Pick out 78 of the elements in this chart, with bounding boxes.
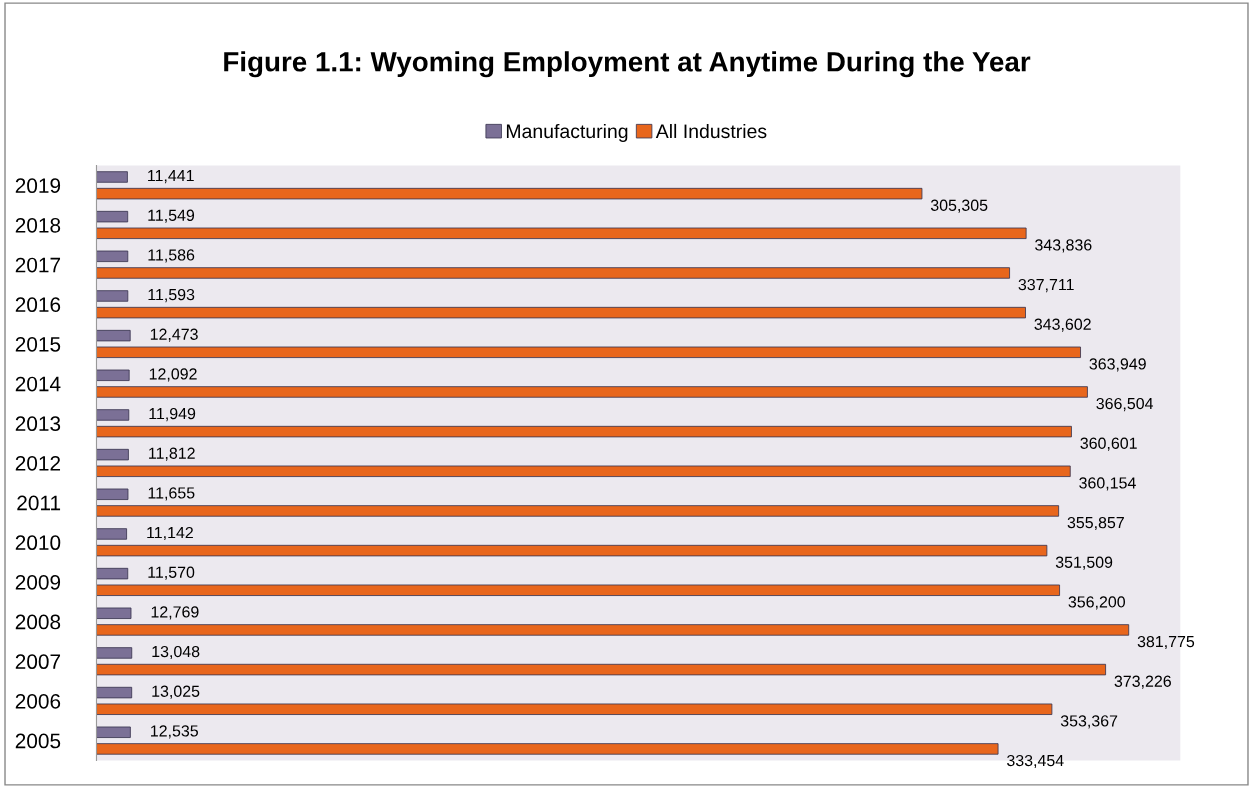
data-label: 11,593: [148, 288, 195, 303]
y-tick-label: 2010: [15, 535, 61, 551]
data-label: 366,504: [1096, 397, 1154, 412]
bar: [96, 488, 129, 500]
data-label: 353,367: [1060, 715, 1118, 729]
data-label: 11,812: [149, 447, 195, 461]
data-label: 381,775: [1137, 635, 1195, 650]
bar: [96, 703, 1053, 715]
data-label: 12,535: [151, 725, 198, 739]
y-tick-label: 2019: [15, 178, 61, 194]
data-label: 12,092: [149, 368, 197, 382]
data-label: 13,025: [152, 685, 200, 699]
data-label: 13,048: [152, 645, 200, 660]
data-label: 11,142: [147, 526, 193, 541]
bar: [96, 250, 129, 263]
y-tick-label: 2012: [15, 455, 61, 471]
y-tick-label: 2013: [15, 416, 61, 432]
data-label: 11,441: [148, 170, 194, 184]
data-label: 343,602: [1034, 318, 1091, 332]
data-label: 12,769: [151, 606, 199, 620]
bar: [96, 227, 1027, 240]
data-label: 360,154: [1079, 477, 1136, 491]
bar: [96, 544, 1048, 557]
data-label: 337,711: [1018, 278, 1074, 293]
data-label: 373,226: [1114, 675, 1171, 689]
data-label: 12,473: [150, 328, 198, 342]
data-label: 356,200: [1068, 596, 1126, 610]
bar: [96, 210, 129, 223]
y-tick-label: 2018: [15, 217, 61, 233]
bar: [96, 743, 999, 755]
bar: [96, 329, 131, 342]
data-label: 355,857: [1067, 516, 1124, 531]
bar: [96, 465, 1071, 477]
bar: [96, 448, 129, 461]
y-tick-label: 2017: [15, 257, 61, 273]
bar: [96, 624, 1130, 636]
bar: [96, 686, 133, 699]
y-tick-label: 2008: [15, 614, 61, 630]
data-label: 360,601: [1080, 437, 1137, 451]
bar: [96, 187, 923, 200]
bar: [96, 584, 1060, 596]
data-label: 11,549: [148, 209, 195, 223]
y-tick-label: 2011: [17, 495, 61, 511]
y-tick-label: 2006: [15, 693, 61, 709]
y-tick-label: 2005: [15, 733, 61, 749]
y-tick-label: 2007: [15, 654, 61, 670]
bar: [96, 505, 1060, 517]
y-tick-label: 2016: [15, 297, 61, 313]
data-label: 305,305: [930, 199, 988, 213]
legend-label: Manufacturing: [506, 123, 628, 143]
data-label: 333,454: [1007, 754, 1064, 769]
data-label: 11,570: [148, 566, 195, 580]
bar: [96, 607, 132, 619]
y-tick-label: 2015: [15, 336, 61, 352]
bar: [96, 663, 1107, 676]
data-label: 11,655: [148, 487, 195, 501]
bar: [96, 647, 133, 659]
data-label: 11,586: [148, 249, 195, 263]
data-label: 363,949: [1089, 358, 1146, 372]
bar: [96, 171, 128, 183]
bar: [96, 290, 129, 302]
bar: [96, 267, 1010, 279]
bar: [96, 346, 1081, 358]
legend-label: All Industries: [655, 123, 767, 139]
bar: [96, 369, 130, 381]
bar: [96, 425, 1072, 438]
bar: [96, 567, 129, 580]
data-label: 343,836: [1035, 239, 1092, 253]
data-label: 351,509: [1055, 556, 1113, 570]
y-tick-label: 2009: [15, 574, 61, 590]
bar: [96, 386, 1088, 398]
y-tick-label: 2014: [15, 376, 61, 392]
bar: [96, 726, 131, 738]
bar: [96, 528, 128, 540]
bar: [96, 306, 1026, 319]
bar: [96, 409, 130, 421]
data-label: 11,949: [149, 407, 196, 422]
chart-title: Figure 1.1: Wyoming Employment at Anytime During the Year: [224, 51, 1031, 78]
